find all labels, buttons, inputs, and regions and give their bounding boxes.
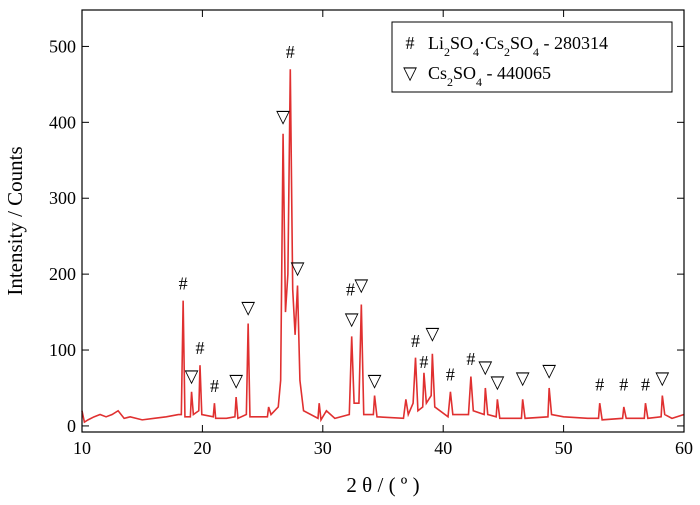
y-tick-label: 400 (49, 112, 76, 132)
x-tick-label: 50 (555, 438, 573, 458)
x-tick-label: 30 (314, 438, 332, 458)
peak-marker: # (286, 42, 295, 62)
y-tick-label: 100 (49, 340, 76, 360)
y-tick-label: 0 (67, 416, 76, 436)
x-tick-label: 60 (675, 438, 693, 458)
peak-marker: ▽ (425, 323, 439, 343)
legend-symbol: # (406, 33, 415, 53)
peak-marker: ▽ (291, 258, 305, 278)
x-tick-label: 20 (193, 438, 211, 458)
x-axis-label: 2 θ / ( º ) (346, 473, 419, 497)
peak-marker: # (466, 349, 475, 369)
peak-marker: ▽ (229, 370, 243, 390)
x-tick-label: 10 (73, 438, 91, 458)
legend-label: Cs2SO4 - 440065 (428, 63, 551, 89)
peak-marker: ▽ (276, 106, 290, 126)
peak-marker: ▽ (655, 368, 669, 388)
peak-marker: ▽ (542, 361, 556, 381)
peak-marker: # (210, 376, 219, 396)
peak-marker: # (411, 331, 420, 351)
peak-marker: ▽ (516, 368, 530, 388)
y-tick-label: 300 (49, 188, 76, 208)
peak-marker: # (179, 273, 188, 293)
legend-label: Li2SO4·Cs2SO4 - 280314 (428, 33, 608, 59)
peak-marker: # (619, 374, 628, 394)
peak-marker: # (346, 279, 355, 299)
x-tick-label: 40 (434, 438, 452, 458)
y-tick-label: 500 (49, 36, 76, 56)
y-tick-label: 200 (49, 264, 76, 284)
peak-marker: # (641, 374, 650, 394)
peak-marker: # (446, 364, 455, 384)
peak-marker: ▽ (345, 309, 359, 329)
y-axis-label: Intensity / Counts (3, 146, 27, 295)
xrd-line (81, 69, 685, 424)
peak-marker: ▽ (185, 366, 199, 386)
peak-marker: # (595, 374, 604, 394)
legend-box (391, 21, 673, 93)
peak-marker: # (419, 352, 428, 372)
peak-marker: ▽ (368, 370, 382, 390)
peak-marker: ▽ (354, 275, 368, 295)
peak-marker: ▽ (241, 298, 255, 318)
plot-frame (81, 9, 685, 433)
peak-marker: ▽ (490, 372, 504, 392)
legend-symbol: ▽ (403, 63, 417, 83)
peak-marker: ▽ (478, 357, 492, 377)
peak-marker: # (195, 338, 204, 358)
